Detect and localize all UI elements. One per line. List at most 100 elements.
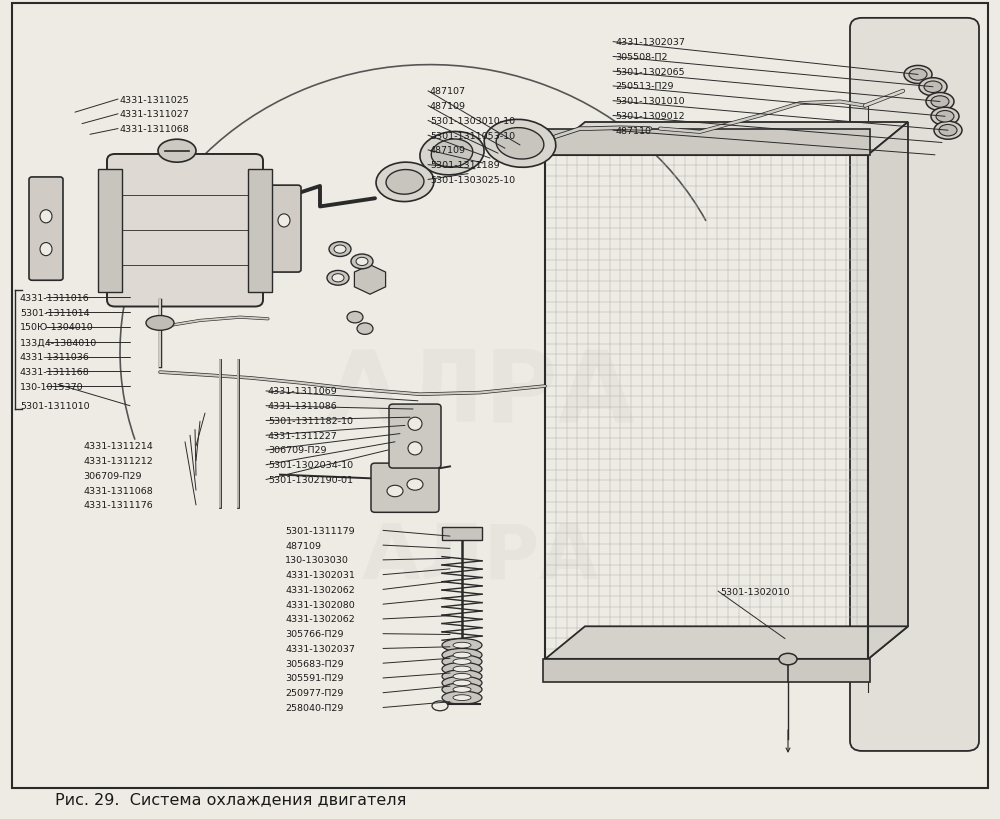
Text: 305591-П29: 305591-П29 [285,674,344,682]
Text: 5301-1311014: 5301-1311014 [20,309,90,317]
Ellipse shape [327,271,349,286]
Ellipse shape [40,210,52,224]
Ellipse shape [407,479,423,491]
Text: 306709-П29: 306709-П29 [268,446,326,455]
FancyBboxPatch shape [389,405,441,468]
Bar [543,129,870,156]
Ellipse shape [453,652,471,658]
Text: 5301-1309012: 5301-1309012 [615,112,685,120]
Text: 4331-1311016: 4331-1311016 [20,294,90,302]
Ellipse shape [278,215,290,228]
Ellipse shape [926,93,954,111]
Ellipse shape [351,255,373,269]
FancyBboxPatch shape [29,178,63,281]
Ellipse shape [442,655,482,668]
Ellipse shape [356,258,368,266]
Text: 130-1015370: 130-1015370 [20,382,84,391]
Text: 5301-1302034-10: 5301-1302034-10 [268,461,353,469]
Ellipse shape [934,122,962,140]
Text: 487109: 487109 [285,541,321,550]
Text: 4331-1302031: 4331-1302031 [285,571,355,579]
Ellipse shape [332,274,344,283]
Text: 5301-1303025-10: 5301-1303025-10 [430,176,515,184]
Bar [543,659,870,682]
Text: 4331-1302037: 4331-1302037 [285,645,355,653]
Ellipse shape [347,312,363,324]
Ellipse shape [386,170,424,195]
Text: 5301-1302010: 5301-1302010 [720,587,790,595]
Text: 258040-П29: 258040-П29 [285,704,343,712]
Ellipse shape [453,680,471,686]
Ellipse shape [931,97,949,108]
Bar [98,170,122,292]
Text: 4331-1311036: 4331-1311036 [20,353,90,361]
Text: 4331-1311025: 4331-1311025 [120,96,190,104]
Ellipse shape [431,140,473,168]
Ellipse shape [376,163,434,202]
Ellipse shape [931,108,959,126]
Text: 487109: 487109 [430,102,466,111]
Text: 4331-1302080: 4331-1302080 [285,600,355,609]
Text: 250977-П29: 250977-П29 [285,689,343,697]
Text: 5301-1311053-10: 5301-1311053-10 [430,132,515,140]
Ellipse shape [453,667,471,672]
Text: 4331-1302062: 4331-1302062 [285,615,355,623]
Text: 305683-П29: 305683-П29 [285,659,344,667]
Text: 4331-1311212: 4331-1311212 [83,457,153,465]
Ellipse shape [408,442,422,455]
Text: Рис. 29.  Система охлаждения двигателя: Рис. 29. Система охлаждения двигателя [55,791,406,806]
Polygon shape [545,123,908,156]
Text: 4331-1311068: 4331-1311068 [83,486,153,495]
Text: АЛРА: АЛРА [361,520,599,594]
Ellipse shape [146,316,174,331]
Text: 5301-1311189: 5301-1311189 [430,161,500,170]
Bar [248,170,272,292]
Text: 487107: 487107 [430,88,466,96]
FancyBboxPatch shape [267,186,301,273]
Text: 305766-П29: 305766-П29 [285,630,344,638]
Ellipse shape [936,111,954,123]
Ellipse shape [442,649,482,662]
Text: 487110: 487110 [615,127,651,135]
Text: 4331-1302037: 4331-1302037 [615,38,685,47]
Polygon shape [868,123,908,659]
Ellipse shape [779,654,797,665]
FancyBboxPatch shape [371,464,439,513]
Text: 150Ю-1304010: 150Ю-1304010 [20,324,94,332]
Ellipse shape [919,79,947,97]
Ellipse shape [442,676,482,690]
Ellipse shape [387,486,403,497]
Ellipse shape [40,243,52,256]
Ellipse shape [453,686,471,693]
Text: 4331-1302062: 4331-1302062 [285,586,355,594]
Text: 487109: 487109 [430,147,466,155]
Ellipse shape [442,670,482,683]
Text: 4331-1311069: 4331-1311069 [268,387,338,396]
Ellipse shape [453,695,471,701]
Ellipse shape [453,673,471,680]
Ellipse shape [329,242,351,257]
Text: 130-1303030: 130-1303030 [285,556,349,564]
Text: 4331-1311214: 4331-1311214 [83,442,153,450]
Ellipse shape [484,120,556,168]
Ellipse shape [939,125,957,137]
FancyBboxPatch shape [107,155,263,307]
Ellipse shape [904,66,932,84]
Ellipse shape [442,683,482,696]
Polygon shape [545,627,908,659]
Text: 4331-1311176: 4331-1311176 [83,501,153,509]
Text: 306709-П29: 306709-П29 [83,472,142,480]
Text: 5301-1311010: 5301-1311010 [20,402,90,410]
Ellipse shape [442,691,482,704]
Text: 5301-1301010: 5301-1301010 [615,97,685,106]
Text: 5301-1311182-10: 5301-1311182-10 [268,417,353,425]
Text: 4331-1311227: 4331-1311227 [268,432,338,440]
Ellipse shape [158,140,196,163]
Ellipse shape [357,324,373,335]
Text: 5301-1302065: 5301-1302065 [615,68,685,76]
Text: 5301-1311179: 5301-1311179 [285,527,355,535]
Ellipse shape [909,70,927,81]
Ellipse shape [408,418,422,431]
Ellipse shape [420,133,484,175]
FancyBboxPatch shape [850,19,979,751]
